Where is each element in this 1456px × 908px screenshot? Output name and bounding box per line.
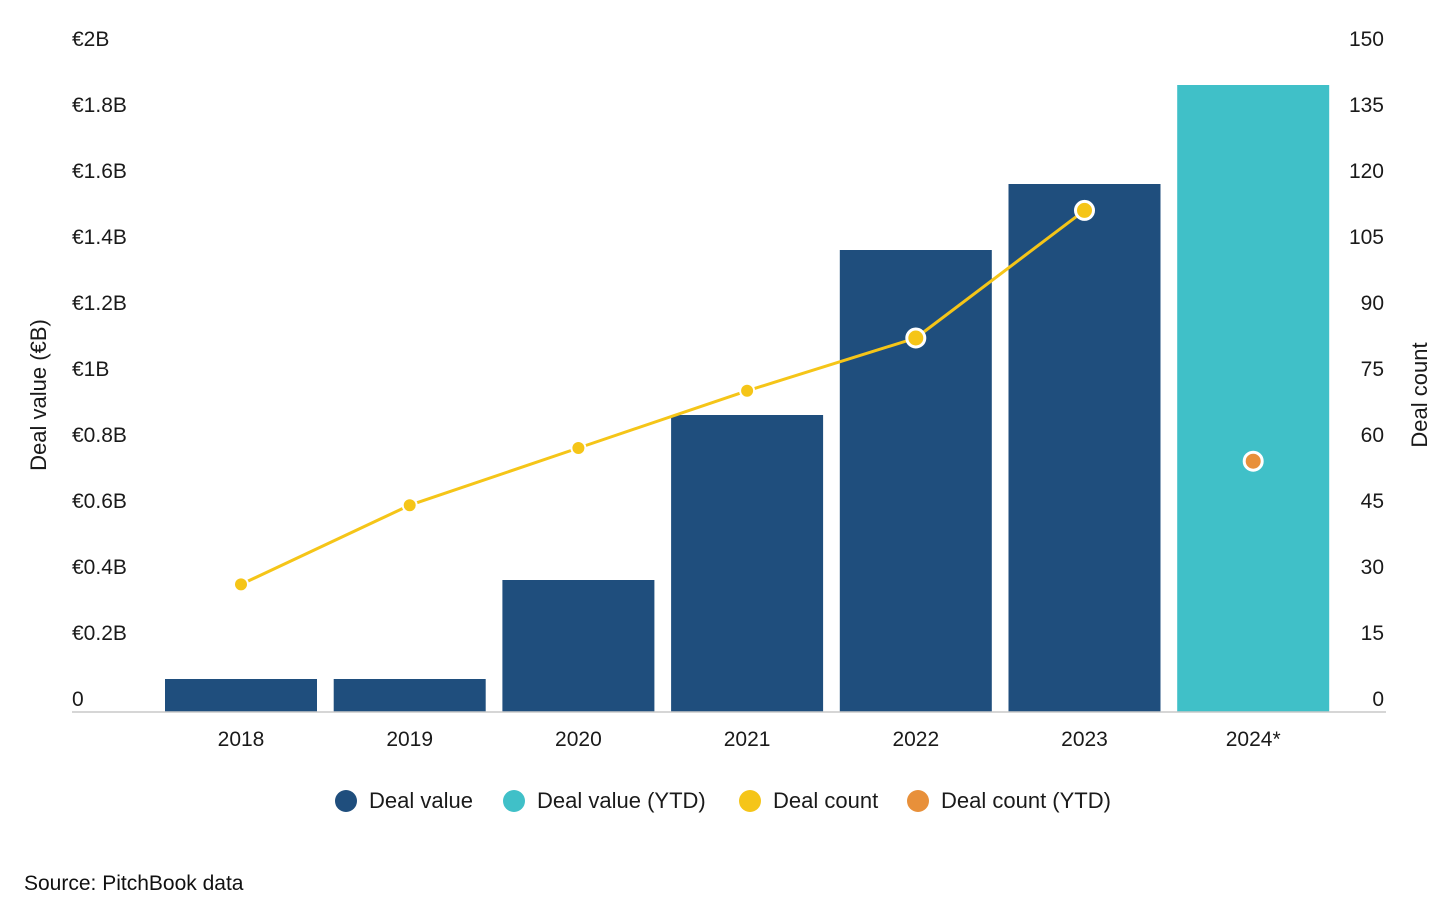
right-tick-label: 30 bbox=[1361, 556, 1384, 579]
right-tick-label: 0 bbox=[1372, 688, 1384, 711]
right-tick-label: 45 bbox=[1361, 490, 1384, 513]
bar-2019 bbox=[333, 679, 486, 712]
deal-count-ytd-point bbox=[1242, 450, 1264, 472]
left-tick-label: €0.6B bbox=[72, 490, 127, 513]
source-note: Source: PitchBook data bbox=[24, 872, 244, 895]
left-axis: 0 €0.2B €0.4B €0.6B €0.8B €1B €1.2B €1.4B €1.6B €… bbox=[72, 28, 127, 711]
bar-2022 bbox=[839, 250, 992, 712]
x-tick-label: 2023 bbox=[1061, 728, 1108, 751]
x-axis: 2018 2019 2020 2021 2022 2023 2024* bbox=[218, 728, 1281, 751]
deal-count-point bbox=[233, 576, 249, 593]
right-tick-label: 120 bbox=[1349, 160, 1384, 183]
bars-layer bbox=[165, 85, 1330, 712]
right-axis-title: Deal count bbox=[1407, 342, 1432, 447]
right-tick-label: 90 bbox=[1361, 292, 1384, 315]
legend: Deal value Deal value (YTD) Deal count Deal… bbox=[335, 788, 1111, 813]
x-tick-label: 2022 bbox=[892, 728, 939, 751]
bar-2020 bbox=[502, 580, 655, 712]
left-tick-label: €1B bbox=[72, 358, 109, 381]
x-tick-label: 2020 bbox=[555, 728, 602, 751]
left-tick-label: €1.2B bbox=[72, 292, 127, 315]
x-tick-label: 2021 bbox=[724, 728, 771, 751]
right-tick-label: 150 bbox=[1349, 28, 1384, 51]
right-tick-label: 135 bbox=[1349, 94, 1384, 117]
legend-swatch bbox=[739, 790, 761, 812]
x-tick-label: 2024* bbox=[1226, 728, 1281, 751]
right-tick-label: 75 bbox=[1361, 358, 1384, 381]
legend-label: Deal count (YTD) bbox=[941, 788, 1111, 813]
chart-svg: 0 €0.2B €0.4B €0.6B €0.8B €1B €1.2B €1.4B €1.6B €… bbox=[26, 28, 1432, 813]
right-axis: 0 15 30 45 60 75 90 105 120 135 150 bbox=[1349, 28, 1384, 711]
x-tick-label: 2018 bbox=[218, 728, 265, 751]
left-tick-label: €0.2B bbox=[72, 622, 127, 645]
deal-count-point bbox=[401, 497, 418, 514]
left-tick-label: €0.8B bbox=[72, 424, 127, 447]
left-tick-label: €1.4B bbox=[72, 226, 127, 249]
legend-item: Deal count bbox=[739, 788, 878, 813]
bar-2018 bbox=[165, 679, 317, 712]
legend-swatch bbox=[907, 790, 929, 812]
legend-label: Deal value bbox=[369, 788, 473, 813]
deal-count-point bbox=[570, 440, 587, 456]
legend-swatch bbox=[503, 790, 525, 812]
right-tick-label: 60 bbox=[1361, 424, 1384, 447]
left-tick-label: €0.4B bbox=[72, 556, 127, 579]
legend-item: Deal count (YTD) bbox=[907, 788, 1111, 813]
left-axis-title: Deal value (€B) bbox=[26, 319, 51, 471]
legend-swatch bbox=[335, 790, 357, 812]
right-tick-label: 105 bbox=[1349, 226, 1384, 249]
left-tick-label: €2B bbox=[72, 28, 109, 51]
legend-label: Deal value (YTD) bbox=[537, 788, 706, 813]
deal-count-point bbox=[739, 382, 756, 399]
right-tick-label: 15 bbox=[1361, 622, 1384, 645]
deal-count-line bbox=[240, 209, 1086, 586]
left-tick-label: €1.8B bbox=[72, 94, 127, 117]
bar-2023 bbox=[1008, 184, 1161, 712]
deal-count-point bbox=[1074, 199, 1095, 221]
left-tick-label: €1.6B bbox=[72, 160, 127, 183]
left-tick-label: 0 bbox=[72, 688, 84, 711]
deal-count-point bbox=[905, 327, 927, 349]
x-tick-label: 2019 bbox=[386, 728, 433, 751]
line-layer bbox=[233, 199, 1264, 593]
legend-label: Deal count bbox=[773, 788, 878, 813]
bar-2024-ytd bbox=[1177, 85, 1330, 712]
legend-item: Deal value bbox=[335, 788, 473, 813]
bar-2021 bbox=[671, 415, 824, 712]
legend-item: Deal value (YTD) bbox=[503, 788, 706, 813]
